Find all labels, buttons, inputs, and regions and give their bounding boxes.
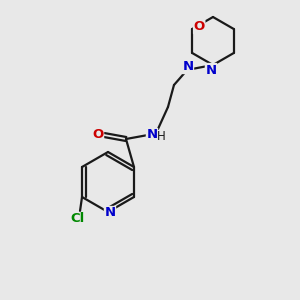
Text: H: H: [157, 130, 165, 143]
Text: N: N: [206, 64, 217, 76]
Text: Cl: Cl: [70, 212, 84, 226]
Text: N: N: [182, 61, 194, 74]
Text: N: N: [146, 128, 158, 142]
Text: O: O: [194, 20, 205, 34]
Text: O: O: [92, 128, 104, 140]
Text: N: N: [104, 206, 116, 220]
